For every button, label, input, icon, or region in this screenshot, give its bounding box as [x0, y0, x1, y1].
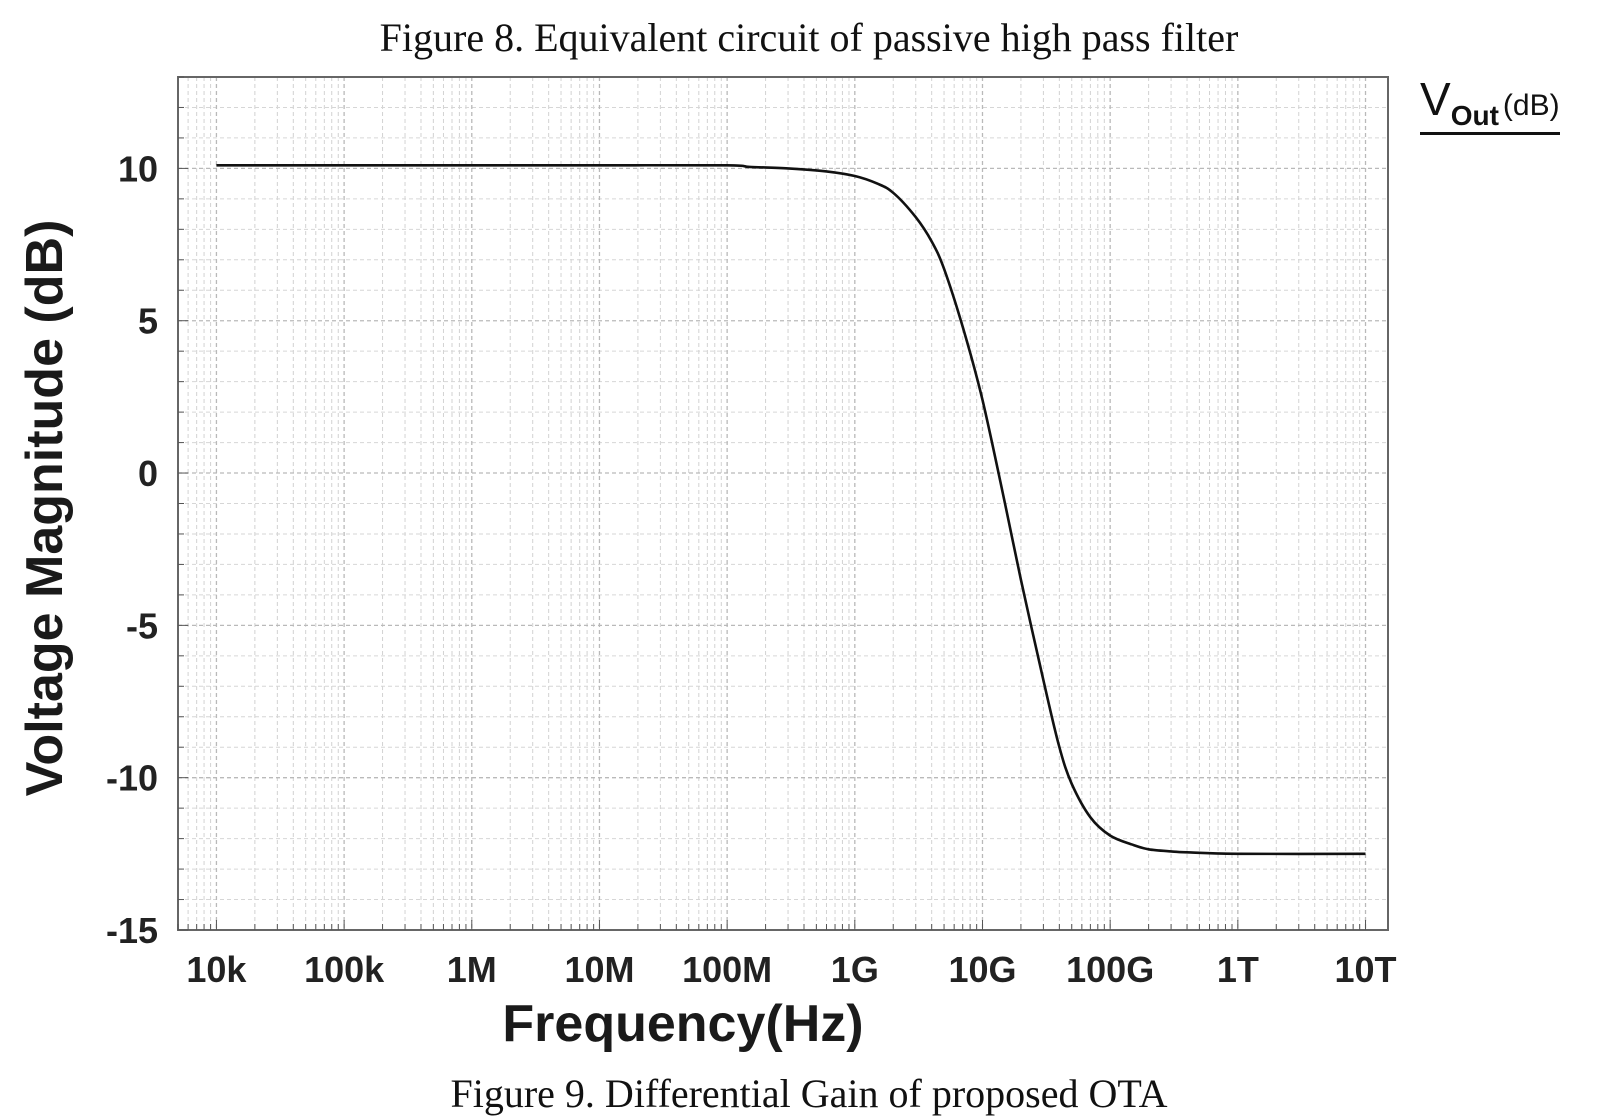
legend-unit: (dB)	[1502, 89, 1560, 122]
y-axis-label: Voltage Magnitude (dB)	[16, 220, 74, 797]
x-tick-label: 1M	[447, 949, 497, 990]
y-tick-label: 0	[138, 453, 158, 494]
legend-symbol: V	[1420, 73, 1451, 125]
y-tick-label: 5	[138, 301, 158, 342]
figure-9-caption: Figure 9. Differential Gain of proposed …	[450, 1071, 1168, 1116]
x-tick-label: 100k	[304, 949, 385, 990]
x-tick-label: 1G	[831, 949, 879, 990]
x-tick-label: 100M	[682, 949, 772, 990]
axis-ticks	[177, 76, 1367, 931]
series-legend: VOut (dB)	[1420, 72, 1560, 135]
y-tick-label: -5	[126, 605, 158, 646]
x-axis-label: Frequency(Hz)	[502, 995, 863, 1053]
series-layer	[216, 163, 1366, 856]
x-tick-label: 1T	[1217, 949, 1259, 990]
series-line-vout	[216, 163, 1366, 856]
x-tick-label: 10T	[1334, 949, 1396, 990]
x-tick-label: 10k	[186, 949, 247, 990]
x-tick-label: 100G	[1066, 949, 1154, 990]
x-tick-labels: 10k 100k 1M 10M 100M 1G 10G 100G 1T 10T	[186, 949, 1396, 990]
x-tick-label: 10M	[564, 949, 634, 990]
y-tick-label: 10	[118, 148, 158, 189]
legend-subscript: Out	[1450, 100, 1499, 131]
y-tick-label: -15	[106, 910, 158, 951]
minor-grid	[177, 76, 1388, 930]
y-tick-label: -10	[106, 758, 158, 799]
y-tick-labels: 10 5 0 -5 -10 -15	[106, 148, 158, 951]
x-tick-label: 10G	[948, 949, 1016, 990]
figure-8-caption: Figure 8. Equivalent circuit of passive …	[379, 15, 1239, 60]
